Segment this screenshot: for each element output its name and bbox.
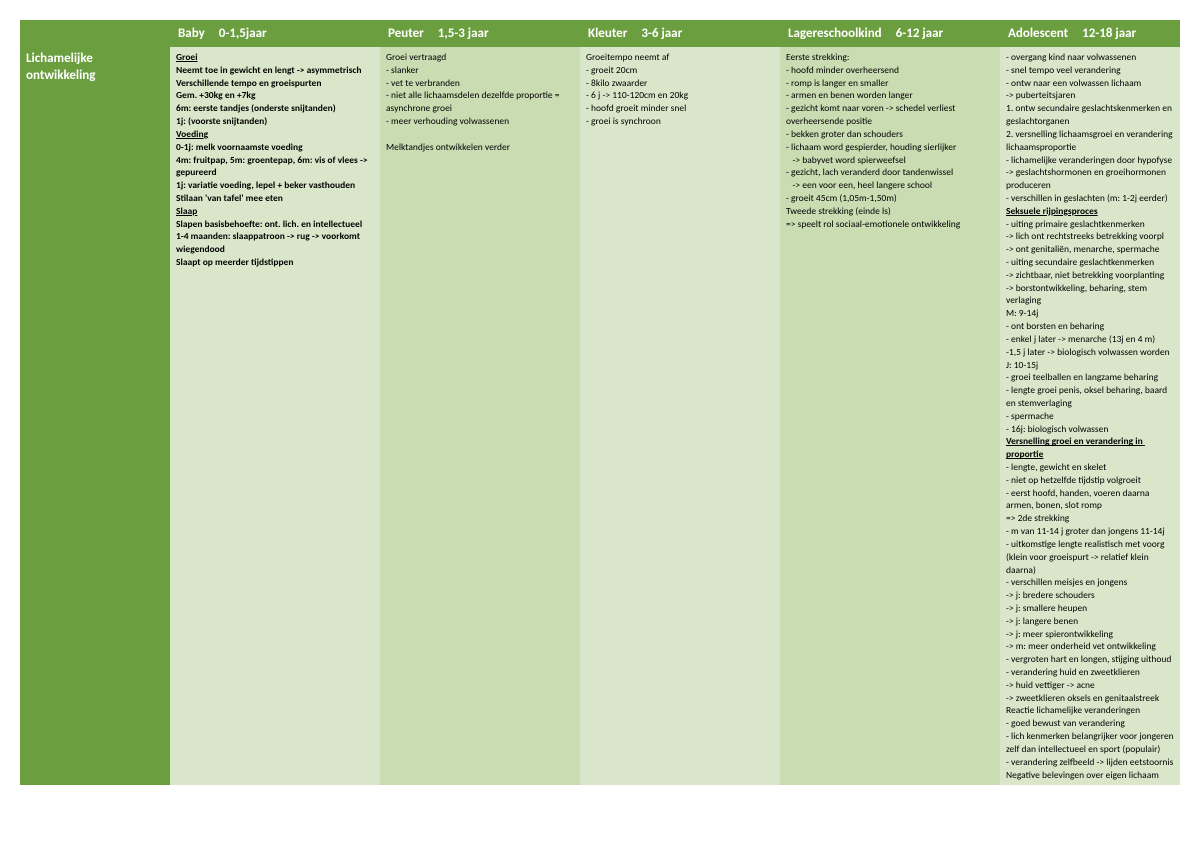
- cell-content: Groei vertraagd- slanker- vet te verbran…: [386, 51, 574, 154]
- col-name: Adolescent: [1008, 26, 1068, 41]
- cell-content: - overgang kind naar volwassenen- snel t…: [1006, 51, 1174, 781]
- cell-adolescent: - overgang kind naar volwassenen- snel t…: [1000, 47, 1180, 785]
- col-age: 1,5-3 jaar: [438, 26, 489, 41]
- col-header-lagereschool: Lagereschoolkind 6-12 jaar: [780, 20, 1000, 47]
- cell-baby: GroeiNeemt toe in gewicht en lengt -> as…: [170, 47, 380, 785]
- col-age: 3-6 jaar: [641, 26, 682, 41]
- body-row: Lichamelijke ontwikkeling GroeiNeemt toe…: [20, 47, 1180, 785]
- cell-content: GroeiNeemt toe in gewicht en lengt -> as…: [176, 51, 374, 269]
- col-name: Baby: [178, 26, 205, 41]
- col-name: Kleuter: [588, 26, 627, 41]
- row-label-cell: Lichamelijke ontwikkeling: [20, 47, 170, 785]
- col-age: 12-18 jaar: [1082, 26, 1136, 41]
- development-table: Baby 0-1,5jaar Peuter 1,5-3 jaar Kleuter 3-…: [20, 20, 1180, 785]
- cell-content: Eerste strekking:- hoofd minder overheer…: [786, 51, 994, 230]
- col-age: 6-12 jaar: [896, 26, 943, 41]
- col-name: Lagereschoolkind: [788, 26, 882, 41]
- cell-peuter: Groei vertraagd- slanker- vet te verbran…: [380, 47, 580, 785]
- header-row: Baby 0-1,5jaar Peuter 1,5-3 jaar Kleuter 3-…: [20, 20, 1180, 47]
- cell-content: Groeitempo neemt af- groeit 20cm- 8kilo …: [586, 51, 774, 128]
- col-header-adolescent: Adolescent 12-18 jaar: [1000, 20, 1180, 47]
- cell-lagereschool: Eerste strekking:- hoofd minder overheer…: [780, 47, 1000, 785]
- col-header-baby: Baby 0-1,5jaar: [170, 20, 380, 47]
- col-age: 0-1,5jaar: [219, 26, 267, 41]
- cell-kleuter: Groeitempo neemt af- groeit 20cm- 8kilo …: [580, 47, 780, 785]
- col-header-peuter: Peuter 1,5-3 jaar: [380, 20, 580, 47]
- corner-cell: [20, 20, 170, 47]
- col-name: Peuter: [388, 26, 424, 41]
- col-header-kleuter: Kleuter 3-6 jaar: [580, 20, 780, 47]
